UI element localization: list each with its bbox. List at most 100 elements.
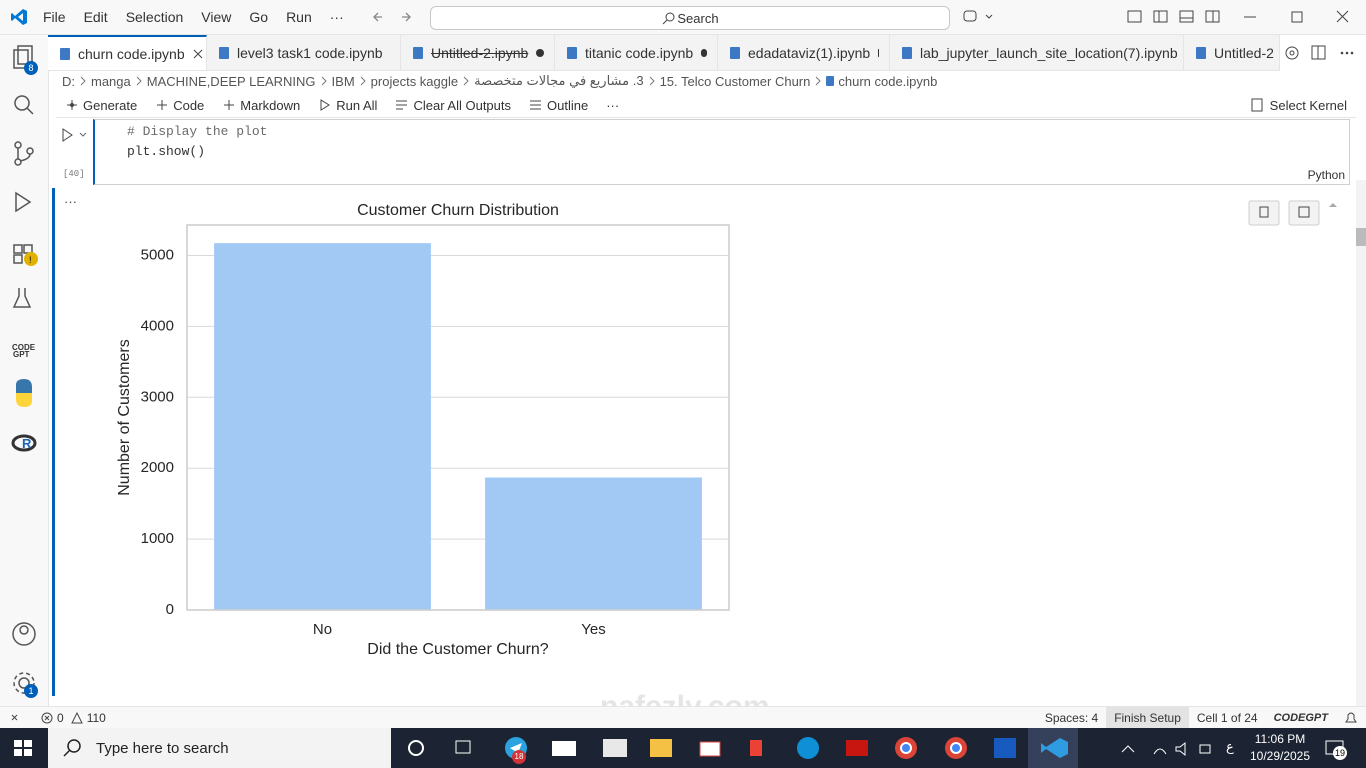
taskbar-apps[interactable]: [400, 728, 1100, 768]
notification-bell[interactable]: [1336, 707, 1366, 729]
tab-label: lab_jupyter_launch_site_location(7).ipyn…: [920, 44, 1178, 61]
toolbar-button[interactable]: Run All: [309, 98, 386, 113]
toolbar-icon: [155, 98, 169, 112]
indentation[interactable]: Spaces: 4: [1044, 711, 1099, 725]
finish-setup[interactable]: Finish Setup: [1106, 707, 1189, 729]
system-tray[interactable]: [1118, 738, 1218, 760]
breadcrumb-separator: [135, 76, 143, 86]
toolbar-label: ···: [606, 97, 620, 113]
cell-position[interactable]: Cell 1 of 24: [1196, 711, 1258, 725]
taskbar-search[interactable]: Type here to search: [48, 728, 391, 768]
cell-run-controls[interactable]: [60, 126, 90, 186]
kernel-icon: [1251, 98, 1263, 112]
editor-tabs: churn code.ipynb level3 task1 code.ipynb U…: [48, 35, 1280, 71]
plot-frame: [186, 224, 730, 611]
toolbar-button[interactable]: Clear All Outputs: [386, 98, 520, 113]
editor-tab[interactable]: Untitled-2: [1184, 35, 1280, 70]
kernel-picker[interactable]: Select Kernel: [1241, 98, 1356, 113]
toolbar-button[interactable]: ···: [597, 98, 628, 113]
r-icon: R: [22, 436, 32, 451]
tab-label: Untitled-2: [1214, 44, 1274, 61]
clock-time: 11:06 PM: [1254, 732, 1306, 746]
scrollbar[interactable]: [1356, 180, 1366, 706]
toolbar-label: Clear All Outputs: [413, 97, 511, 113]
tab-label: level3 task1 code.ipynb: [237, 44, 383, 61]
churn-chart: 0 1000 2000 3000 4000 5000 No Yes Customer Churn…: [116, 202, 730, 658]
clock-date: 10/29/2025: [1249, 749, 1311, 763]
remote-icon[interactable]: [0, 707, 40, 729]
menu-item[interactable]: View: [201, 9, 232, 25]
breadcrumb-item[interactable]: churn code.ipynb: [838, 73, 938, 89]
code-line: # Display the plot: [127, 124, 268, 139]
notebook-icon: [219, 46, 229, 59]
warning-icon: [70, 711, 83, 724]
y-tick-label: 1000: [141, 530, 174, 547]
menu-item[interactable]: Edit: [83, 9, 108, 25]
copilot-icon[interactable]: [962, 8, 994, 26]
notebook-toolbar: Generate Code Markdown Run All Clear All Out…: [56, 93, 1356, 118]
unsaved-dot: [878, 48, 879, 57]
breadcrumb-item[interactable]: D:: [62, 73, 75, 89]
breadcrumb-item[interactable]: manga: [91, 73, 131, 89]
editor-tab[interactable]: level3 task1 code.ipynb: [207, 35, 401, 70]
clock[interactable]: 11:06 PM 10/29/2025: [1240, 732, 1320, 763]
start-button[interactable]: [14, 740, 34, 758]
codegpt-icon: GPT: [13, 350, 30, 359]
status-bar: 0 110 Spaces: 4 Finish Setup Cell 1 of 2…: [0, 706, 1366, 729]
menu-item[interactable]: File: [43, 9, 66, 25]
toolbar-button[interactable]: Markdown: [213, 98, 309, 113]
search-placeholder: Type here to search: [96, 739, 229, 757]
breadcrumbs: D: manga MACHINE,DEEP LEARNING IBM projects …: [62, 70, 937, 92]
breadcrumb-item[interactable]: projects kaggle: [370, 73, 459, 89]
tab-label: Untitled-2.ipynb: [431, 44, 529, 61]
codegpt-status[interactable]: CODEGPT: [1273, 712, 1328, 724]
execution-count: [40]: [63, 169, 85, 179]
toolbar-button[interactable]: Outline: [520, 98, 597, 113]
x-axis-label: Did the Customer Churn?: [367, 641, 549, 658]
activity-icons[interactable]: CODE GPT R !: [0, 35, 48, 706]
breadcrumb-item[interactable]: 15. Telco Customer Churn: [659, 73, 811, 89]
breadcrumb-separator: [648, 76, 656, 86]
input-language[interactable]: ع: [1226, 739, 1234, 754]
search-icon: [663, 12, 675, 25]
toolbar-button[interactable]: Generate: [56, 98, 146, 113]
warning-icon: !: [29, 255, 32, 265]
toolbar-label: Code: [173, 97, 205, 113]
menu-item[interactable]: Go: [249, 9, 269, 25]
editor-tab[interactable]: lab_jupyter_launch_site_location(7).ipyn…: [890, 35, 1184, 70]
window-controls[interactable]: [1126, 8, 1366, 26]
editor-tab[interactable]: Untitled-2.ipynb: [401, 35, 555, 70]
menu-item[interactable]: Run: [286, 9, 312, 25]
nav-arrows[interactable]: [372, 9, 416, 25]
toolbar-label: Run All: [336, 97, 378, 113]
tab-label: edadataviz(1).ipynb: [748, 44, 871, 61]
editor-actions[interactable]: [1282, 44, 1366, 62]
toolbar-button[interactable]: Code: [146, 98, 213, 113]
toolbar-icon: [318, 98, 332, 112]
notebook-icon: [567, 46, 577, 59]
toolbar-actions: Generate Code Markdown Run All Clear All Out…: [56, 98, 628, 113]
code-cell[interactable]: # Display the plot plt.show() Python: [93, 119, 1350, 185]
breadcrumb-item[interactable]: IBM: [331, 73, 355, 89]
kernel-label: Select Kernel: [1269, 97, 1347, 113]
vscode-logo: [11, 9, 27, 25]
y-tick-label: 3000: [141, 388, 174, 405]
unsaved-dot: [701, 48, 707, 57]
breadcrumb-item[interactable]: 3. مشاريع في مجالات متخصصة: [474, 73, 644, 88]
command-center[interactable]: Search: [430, 6, 950, 30]
close-tab[interactable]: [193, 49, 203, 59]
menu-item[interactable]: Selection: [125, 9, 184, 25]
notebook-icon: [826, 76, 835, 86]
output-menu[interactable]: ···: [64, 194, 77, 209]
output-actions[interactable]: [1248, 200, 1338, 228]
editor-tab[interactable]: titanic code.ipynb: [555, 35, 718, 70]
warning-count[interactable]: 110: [86, 711, 106, 725]
menu-item[interactable]: ···: [329, 9, 344, 25]
bar: [214, 243, 431, 611]
breadcrumb-separator: [359, 76, 367, 86]
breadcrumb-item[interactable]: MACHINE,DEEP LEARNING: [146, 73, 316, 89]
error-count[interactable]: 0: [57, 711, 64, 725]
chart-title: Customer Churn Distribution: [357, 202, 559, 219]
editor-tab[interactable]: edadataviz(1).ipynb: [718, 35, 890, 70]
editor-tab[interactable]: churn code.ipynb: [48, 35, 207, 70]
